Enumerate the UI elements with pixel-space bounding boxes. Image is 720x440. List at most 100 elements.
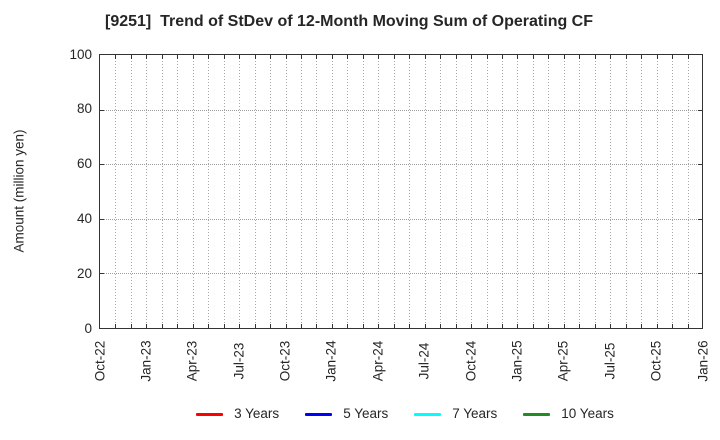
x-tick-mark	[409, 55, 410, 59]
x-tick-mark	[517, 55, 518, 59]
y-tick-label: 80	[76, 101, 92, 116]
x-tick-mark	[471, 324, 472, 328]
gridline-vertical	[517, 55, 518, 328]
x-tick-mark	[579, 324, 580, 328]
x-tick-mark	[378, 55, 379, 59]
x-tick-mark	[456, 324, 457, 328]
x-tick-mark	[316, 324, 317, 328]
x-tick-mark	[440, 55, 441, 59]
gridline-vertical	[239, 55, 240, 328]
gridline-vertical	[301, 55, 302, 328]
gridline-vertical	[657, 55, 658, 328]
legend-item: 10 Years	[523, 406, 614, 422]
gridline-vertical	[626, 55, 627, 328]
gridline-vertical	[224, 55, 225, 328]
x-tick-label: Jul-24	[416, 342, 432, 380]
legend-line-swatch	[305, 412, 333, 416]
gridline-vertical	[177, 55, 178, 328]
x-tick-mark	[363, 55, 364, 59]
x-tick-mark	[626, 324, 627, 328]
x-tick-mark	[332, 55, 333, 59]
gridline-vertical	[548, 55, 549, 328]
gridline-vertical	[115, 55, 116, 328]
x-tick-label: Apr-24	[370, 340, 386, 382]
x-tick-mark	[579, 55, 580, 59]
x-tick-mark	[595, 55, 596, 59]
x-tick-label: Jan-23	[138, 340, 154, 382]
y-tick-mark	[100, 110, 104, 111]
gridline-vertical	[316, 55, 317, 328]
x-tick-mark	[347, 55, 348, 59]
gridline-vertical	[564, 55, 565, 328]
legend-line-swatch	[414, 412, 442, 416]
gridline-vertical	[347, 55, 348, 328]
gridline-vertical	[409, 55, 410, 328]
x-tick-mark	[146, 324, 147, 328]
x-tick-mark	[672, 55, 673, 59]
legend-line-swatch	[196, 412, 224, 416]
x-tick-mark	[657, 55, 658, 59]
x-tick-mark	[487, 324, 488, 328]
x-tick-mark	[425, 324, 426, 328]
x-tick-mark	[239, 324, 240, 328]
x-tick-label: Jul-23	[231, 342, 247, 380]
x-tick-mark	[595, 324, 596, 328]
gridline-vertical	[286, 55, 287, 328]
x-tick-mark	[657, 324, 658, 328]
x-tick-mark	[286, 55, 287, 59]
gridline-vertical	[610, 55, 611, 328]
x-tick-mark	[425, 55, 426, 59]
chart-title: [9251] Trend of StDev of 12-Month Moving…	[104, 13, 594, 30]
x-tick-label: Oct-23	[277, 340, 293, 382]
x-tick-mark	[672, 324, 673, 328]
y-tick-mark	[698, 273, 702, 274]
x-tick-mark	[517, 324, 518, 328]
x-tick-mark	[610, 55, 611, 59]
x-tick-mark	[208, 55, 209, 59]
gridline-vertical	[270, 55, 271, 328]
x-tick-mark	[193, 55, 194, 59]
x-tick-mark	[626, 55, 627, 59]
legend-item: 3 Years	[196, 406, 279, 422]
gridline-vertical	[533, 55, 534, 328]
x-tick-mark	[610, 324, 611, 328]
x-tick-mark	[255, 55, 256, 59]
gridline-vertical	[440, 55, 441, 328]
x-tick-mark	[115, 324, 116, 328]
gridline-vertical	[595, 55, 596, 328]
y-tick-mark	[100, 164, 104, 165]
x-tick-mark	[286, 324, 287, 328]
x-tick-label: Jan-24	[323, 340, 339, 382]
x-tick-mark	[255, 324, 256, 328]
x-tick-mark	[208, 324, 209, 328]
x-tick-mark	[115, 55, 116, 59]
gridline-vertical	[487, 55, 488, 328]
gridline-vertical	[162, 55, 163, 328]
x-tick-mark	[409, 324, 410, 328]
legend-item: 5 Years	[305, 406, 388, 422]
gridline-vertical	[456, 55, 457, 328]
gridline-vertical	[579, 55, 580, 328]
x-tick-mark	[239, 55, 240, 59]
x-tick-label: Apr-23	[184, 340, 200, 382]
x-tick-mark	[502, 55, 503, 59]
gridline-vertical	[378, 55, 379, 328]
x-tick-label: Apr-25	[555, 340, 571, 382]
legend-label: 5 Years	[343, 406, 389, 421]
legend-line-swatch	[523, 412, 551, 416]
legend: 3 Years 5 Years 7 Years 10 Years	[90, 404, 720, 424]
x-tick-label: Jul-25	[602, 342, 618, 380]
y-axis-label: Amount (million yen)	[11, 129, 27, 253]
x-tick-mark	[270, 324, 271, 328]
x-tick-mark	[564, 55, 565, 59]
x-tick-label: Oct-22	[92, 340, 108, 382]
x-tick-label: Oct-25	[648, 340, 664, 382]
x-tick-mark	[394, 55, 395, 59]
gridline-vertical	[688, 55, 689, 328]
x-tick-mark	[456, 55, 457, 59]
gridline-vertical	[131, 55, 132, 328]
x-tick-mark	[301, 324, 302, 328]
gridline-vertical	[332, 55, 333, 328]
gridline-horizontal	[100, 110, 702, 111]
